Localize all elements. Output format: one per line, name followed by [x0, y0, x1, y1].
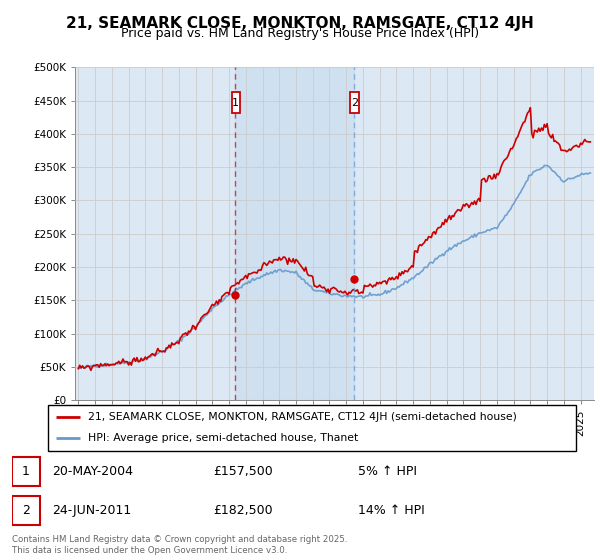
Text: HPI: Average price, semi-detached house, Thanet: HPI: Average price, semi-detached house,… [88, 433, 358, 444]
Text: 24-JUN-2011: 24-JUN-2011 [52, 504, 131, 517]
Text: 2: 2 [22, 504, 30, 517]
Text: 14% ↑ HPI: 14% ↑ HPI [358, 504, 424, 517]
FancyBboxPatch shape [48, 405, 576, 451]
Text: £182,500: £182,500 [214, 504, 273, 517]
Text: 21, SEAMARK CLOSE, MONKTON, RAMSGATE, CT12 4JH (semi-detached house): 21, SEAMARK CLOSE, MONKTON, RAMSGATE, CT… [88, 412, 517, 422]
Text: 20-MAY-2004: 20-MAY-2004 [52, 465, 133, 478]
Bar [235, 67, 354, 400]
Bar [232, 92, 240, 113]
Text: 1: 1 [232, 97, 239, 108]
Bar [12, 457, 40, 487]
Text: 21, SEAMARK CLOSE, MONKTON, RAMSGATE, CT12 4JH: 21, SEAMARK CLOSE, MONKTON, RAMSGATE, CT… [66, 16, 534, 31]
Text: 5% ↑ HPI: 5% ↑ HPI [358, 465, 416, 478]
Text: 2: 2 [351, 97, 358, 108]
Text: Contains HM Land Registry data © Crown copyright and database right 2025.
This d: Contains HM Land Registry data © Crown c… [12, 535, 347, 555]
Bar [350, 92, 359, 113]
Text: Price paid vs. HM Land Registry's House Price Index (HPI): Price paid vs. HM Land Registry's House … [121, 27, 479, 40]
Bar [12, 496, 40, 525]
Text: £157,500: £157,500 [214, 465, 274, 478]
Text: 1: 1 [22, 465, 30, 478]
